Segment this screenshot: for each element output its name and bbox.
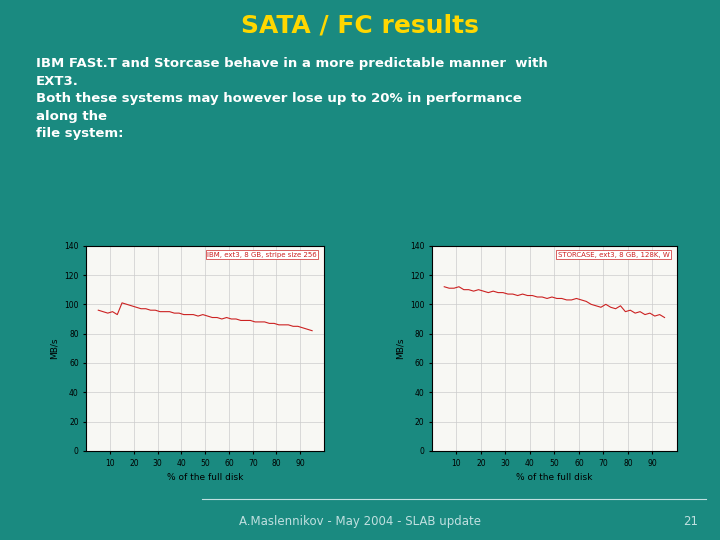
X-axis label: % of the full disk: % of the full disk <box>167 473 243 482</box>
Y-axis label: MB/s: MB/s <box>50 338 59 359</box>
Y-axis label: MB/s: MB/s <box>395 338 405 359</box>
Text: 21: 21 <box>683 515 698 528</box>
Text: IBM, ext3, 8 GB, stripe size 256: IBM, ext3, 8 GB, stripe size 256 <box>207 252 317 258</box>
Text: SATA / FC results: SATA / FC results <box>241 14 479 38</box>
X-axis label: % of the full disk: % of the full disk <box>516 473 593 482</box>
Text: IBM FASt.T and Storcase behave in a more predictable manner  with
EXT3.
Both the: IBM FASt.T and Storcase behave in a more… <box>35 57 547 140</box>
Text: STORCASE, ext3, 8 GB, 128K, W: STORCASE, ext3, 8 GB, 128K, W <box>558 252 670 258</box>
Text: A.Maslennikov - May 2004 - SLAB update: A.Maslennikov - May 2004 - SLAB update <box>239 515 481 528</box>
